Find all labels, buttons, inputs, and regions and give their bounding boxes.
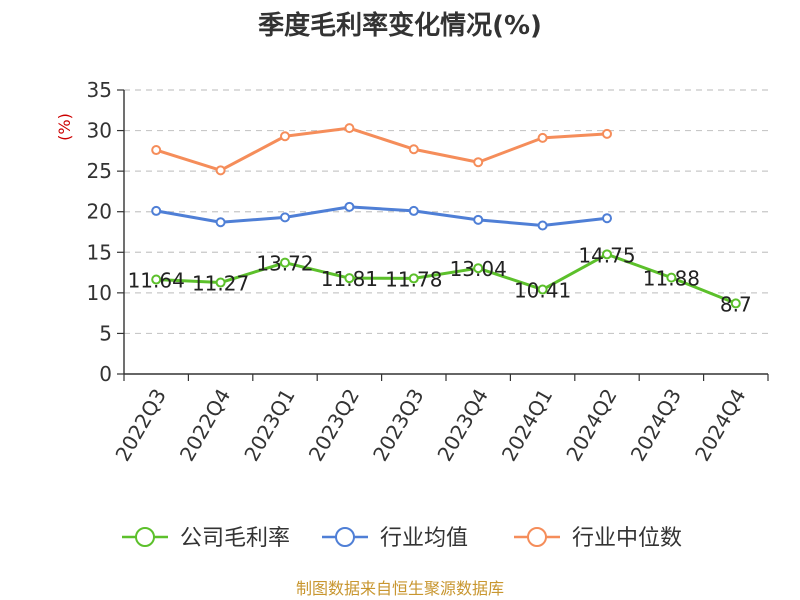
y-tick-labels: 0 5 10 15 20 25 30 35 [87, 78, 112, 386]
legend-marker-circle [527, 527, 547, 547]
data-point [280, 131, 290, 142]
data-label: 13.72 [256, 252, 313, 276]
data-point [473, 157, 484, 168]
legend-marker-circle [335, 527, 355, 547]
legend-label: 行业中位数 [572, 526, 682, 551]
data-label: 11.78 [385, 267, 442, 291]
data-point [537, 220, 548, 231]
x-tick-label: 2022Q3 [110, 385, 170, 466]
x-tick-label: 2023Q4 [432, 385, 492, 466]
series-3 [151, 123, 612, 176]
x-tick-label: 2024Q2 [561, 385, 621, 466]
legend-item[interactable]: 行业均值 [322, 526, 468, 551]
x-tick-label: 2024Q3 [626, 385, 686, 466]
y-tick-label: 15 [87, 240, 112, 264]
x-tick-label: 2022Q4 [175, 385, 235, 466]
axes [117, 89, 769, 381]
data-point [666, 272, 677, 283]
data-label: 14.75 [578, 243, 635, 267]
x-tick-label: 2024Q1 [497, 385, 557, 466]
data-point [344, 273, 355, 284]
series-1 [151, 249, 741, 309]
legend-label: 行业均值 [380, 526, 468, 551]
data-point [215, 165, 226, 176]
data-point [408, 144, 419, 155]
data-point [602, 128, 612, 139]
y-tick-label: 25 [87, 159, 112, 183]
legend-label: 公司毛利率 [180, 526, 290, 551]
y-tick-label: 35 [87, 78, 112, 102]
x-tick-label: 2023Q1 [239, 385, 299, 466]
source-note: 制图数据来自恒生聚源数据库 [296, 579, 504, 598]
data-point [602, 213, 612, 224]
y-tick-label: 5 [99, 321, 112, 345]
data-labels: 11.64 11.27 13.72 11.81 11.78 13.04 10.41 14.75… [128, 243, 752, 316]
data-point [215, 217, 226, 228]
data-point [537, 284, 548, 295]
gridlines [124, 89, 768, 335]
data-label: 13.04 [450, 257, 507, 281]
data-point [602, 249, 612, 260]
data-point [151, 145, 162, 156]
data-point [151, 205, 162, 216]
data-point [215, 277, 226, 288]
legend-marker-circle [135, 527, 155, 547]
data-point [280, 257, 290, 268]
y-tick-label: 20 [87, 200, 112, 224]
x-tick-label: 2023Q2 [304, 385, 364, 466]
y-tick-label: 10 [87, 281, 112, 305]
data-point [473, 214, 484, 225]
y-tick-label: 0 [99, 362, 112, 386]
data-point [537, 132, 548, 143]
data-point [344, 201, 355, 212]
data-point [344, 123, 355, 134]
data-label: 11.27 [192, 272, 249, 296]
y-axis-unit-label: (%) [55, 113, 74, 141]
legend[interactable]: 公司毛利率 行业均值 行业中位数 [122, 526, 682, 551]
data-label: 10.41 [514, 279, 571, 303]
data-label: 11.81 [321, 267, 378, 291]
series-line [155, 205, 608, 228]
data-point [151, 274, 162, 285]
data-label: 11.64 [128, 269, 185, 293]
x-tick-label: 2023Q3 [368, 385, 428, 466]
legend-item[interactable]: 公司毛利率 [122, 526, 290, 551]
data-point [408, 273, 419, 284]
series-group [151, 123, 741, 309]
series-line [156, 252, 737, 305]
series-line [155, 126, 608, 172]
x-tick-labels: 2022Q3 2022Q4 2023Q1 2023Q2 2023Q3 2023Q4 2024… [110, 385, 750, 466]
data-label: 11.88 [643, 267, 700, 291]
data-label: 8.7 [720, 292, 752, 316]
legend-item[interactable]: 行业中位数 [514, 526, 682, 551]
chart-title: 季度毛利率变化情况(%) [258, 10, 542, 41]
data-point [473, 263, 484, 274]
y-tick-label: 30 [87, 119, 112, 143]
data-point [730, 298, 741, 309]
data-point [280, 212, 290, 223]
series-2 [151, 201, 612, 231]
data-point [408, 205, 419, 216]
x-tick-label: 2024Q4 [690, 385, 750, 466]
